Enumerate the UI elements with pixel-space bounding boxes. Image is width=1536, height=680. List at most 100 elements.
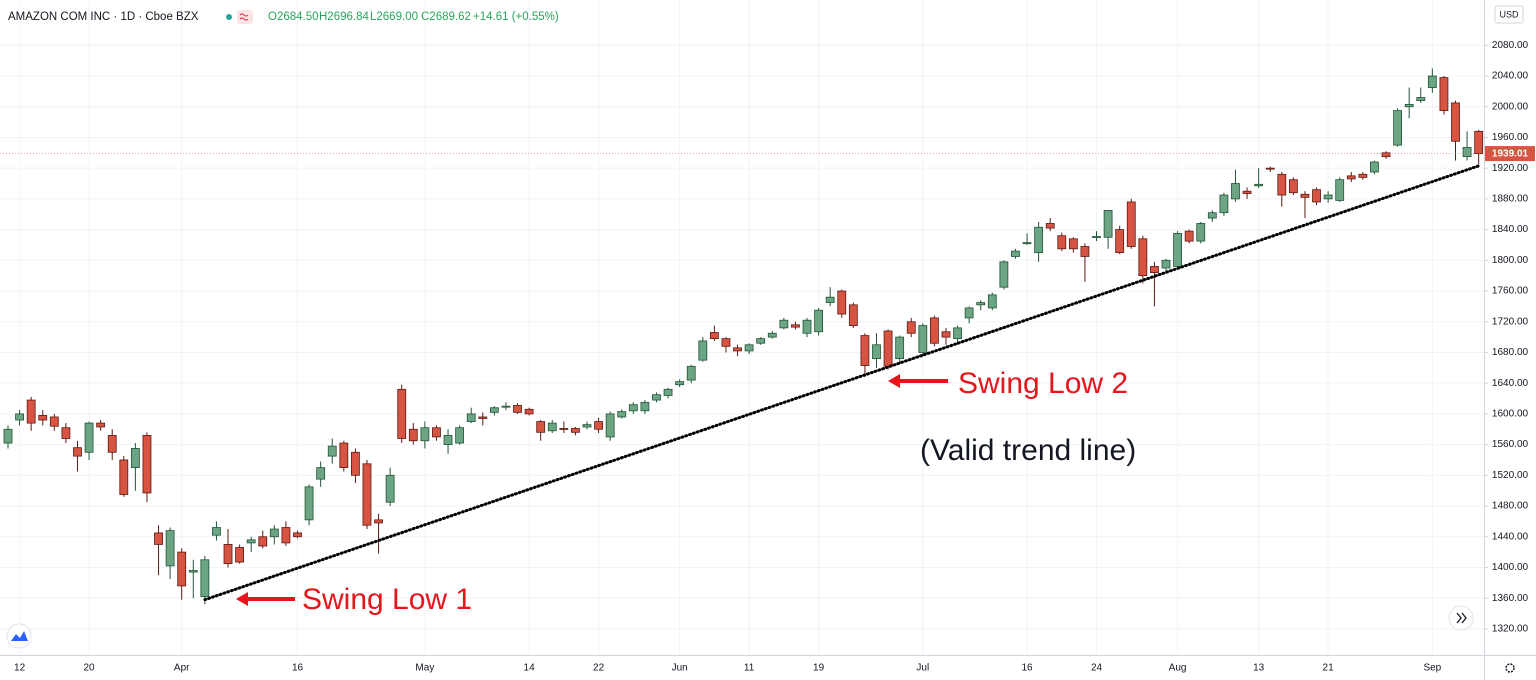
y-tick-label: 1440.00 — [1492, 531, 1529, 542]
candle-body — [814, 309, 823, 333]
candle-body — [1161, 259, 1171, 269]
candle-body — [293, 532, 302, 538]
candle-body — [628, 404, 638, 412]
ohlc-close: C2689.62 — [421, 11, 471, 23]
candle-body — [501, 405, 511, 408]
x-tick-label: 24 — [1091, 663, 1103, 674]
candle-body — [130, 448, 140, 469]
candle-body — [466, 413, 476, 422]
candle-body — [906, 321, 916, 334]
candle-body — [605, 413, 615, 438]
candle-body — [1138, 238, 1148, 277]
candle-body — [582, 424, 592, 428]
candle-body — [652, 394, 661, 401]
candle-body — [663, 388, 673, 396]
candle-body — [513, 405, 522, 413]
candle-body — [1254, 183, 1264, 187]
candle-body — [767, 332, 777, 338]
candle-body — [432, 427, 441, 438]
x-tick-label: Jul — [916, 663, 929, 674]
candle-body — [1427, 75, 1437, 88]
x-tick-label: Apr — [174, 663, 190, 674]
candle-body — [408, 428, 418, 442]
candle-body — [872, 344, 881, 359]
chart-title: AMAZON COM INC · 1D · Cboe BZX — [8, 11, 199, 23]
y-tick-label: 2040.00 — [1492, 71, 1529, 82]
candle-body — [1300, 193, 1310, 198]
candle-body — [918, 325, 928, 353]
candle-body — [895, 336, 905, 359]
candle-body — [686, 365, 696, 381]
y-tick-label: 2000.00 — [1492, 101, 1529, 112]
candle-body — [1335, 179, 1345, 201]
candle-body — [15, 413, 24, 421]
x-tick-label: May — [415, 663, 434, 674]
y-tick-label: 1520.00 — [1492, 470, 1529, 481]
candle-body — [1103, 209, 1113, 238]
candle-body — [1184, 230, 1194, 242]
y-tick-label: 1320.00 — [1492, 624, 1529, 635]
candle-body — [802, 319, 812, 334]
candle-body — [1393, 110, 1402, 146]
arrow-head — [236, 592, 248, 606]
candle-body — [1057, 235, 1067, 250]
ohlc-low: L2669.00 — [370, 11, 418, 23]
x-tick-label: 22 — [593, 663, 605, 674]
candle-body — [1312, 189, 1321, 203]
candle-body — [536, 421, 546, 433]
candle-body — [1034, 226, 1044, 254]
candle-body — [188, 570, 198, 573]
overlay — [203, 164, 1481, 602]
candle-body — [1474, 130, 1484, 154]
x-tick-label: 12 — [14, 663, 26, 674]
candle-body — [756, 338, 766, 344]
candle-body — [825, 296, 835, 303]
candle-body — [119, 459, 129, 495]
last-price-tag — [1485, 146, 1535, 162]
y-tick-label: 1640.00 — [1492, 378, 1529, 389]
axes: 1320.00 1360.00 1400.00 1440.00 1480.00 1520.… — [14, 40, 1535, 674]
status-badge — [237, 10, 253, 24]
y-tick-label: 1720.00 — [1492, 316, 1529, 327]
last-price-label: 1939.01 — [1492, 149, 1529, 160]
candle-body — [1207, 212, 1217, 219]
status-icon — [239, 13, 249, 21]
candle-body — [1196, 223, 1206, 242]
y-tick-label: 1400.00 — [1492, 562, 1529, 573]
candle-body — [571, 428, 580, 433]
candle-body — [930, 317, 939, 344]
x-tick-label: Aug — [1169, 663, 1187, 674]
x-tick-label: 14 — [524, 663, 536, 674]
currency-button[interactable] — [1494, 5, 1524, 24]
candle-body — [212, 527, 221, 536]
candle-body — [1080, 246, 1090, 257]
candle-body — [594, 421, 603, 430]
candle-body — [1068, 238, 1078, 250]
candle-body — [733, 347, 742, 352]
y-tick-label: 2080.00 — [1492, 40, 1529, 51]
settings-button[interactable] — [1505, 663, 1515, 673]
y-tick-label: 1840.00 — [1492, 224, 1529, 235]
candle-body — [547, 422, 557, 432]
candle-body — [524, 408, 534, 415]
currency: USD — [1499, 9, 1519, 19]
candle-body — [165, 530, 175, 567]
candle-body — [420, 427, 430, 442]
candle-body — [26, 399, 36, 424]
candle-body — [1219, 194, 1229, 214]
candle-body — [559, 428, 569, 430]
logo-button[interactable] — [6, 623, 32, 649]
candle-body — [385, 474, 395, 503]
candle-body — [976, 302, 986, 306]
y-tick-label: 1600.00 — [1492, 409, 1529, 420]
annotation: Swing Low 2 — [958, 367, 1128, 400]
candle-body — [362, 463, 372, 526]
candle-body — [1288, 179, 1298, 194]
candle-body — [246, 539, 256, 544]
candle-body — [709, 332, 719, 340]
y-tick-label: 1680.00 — [1492, 347, 1529, 358]
candle-body — [1358, 173, 1368, 178]
candle-body — [1381, 152, 1391, 158]
candle-body — [3, 428, 13, 444]
